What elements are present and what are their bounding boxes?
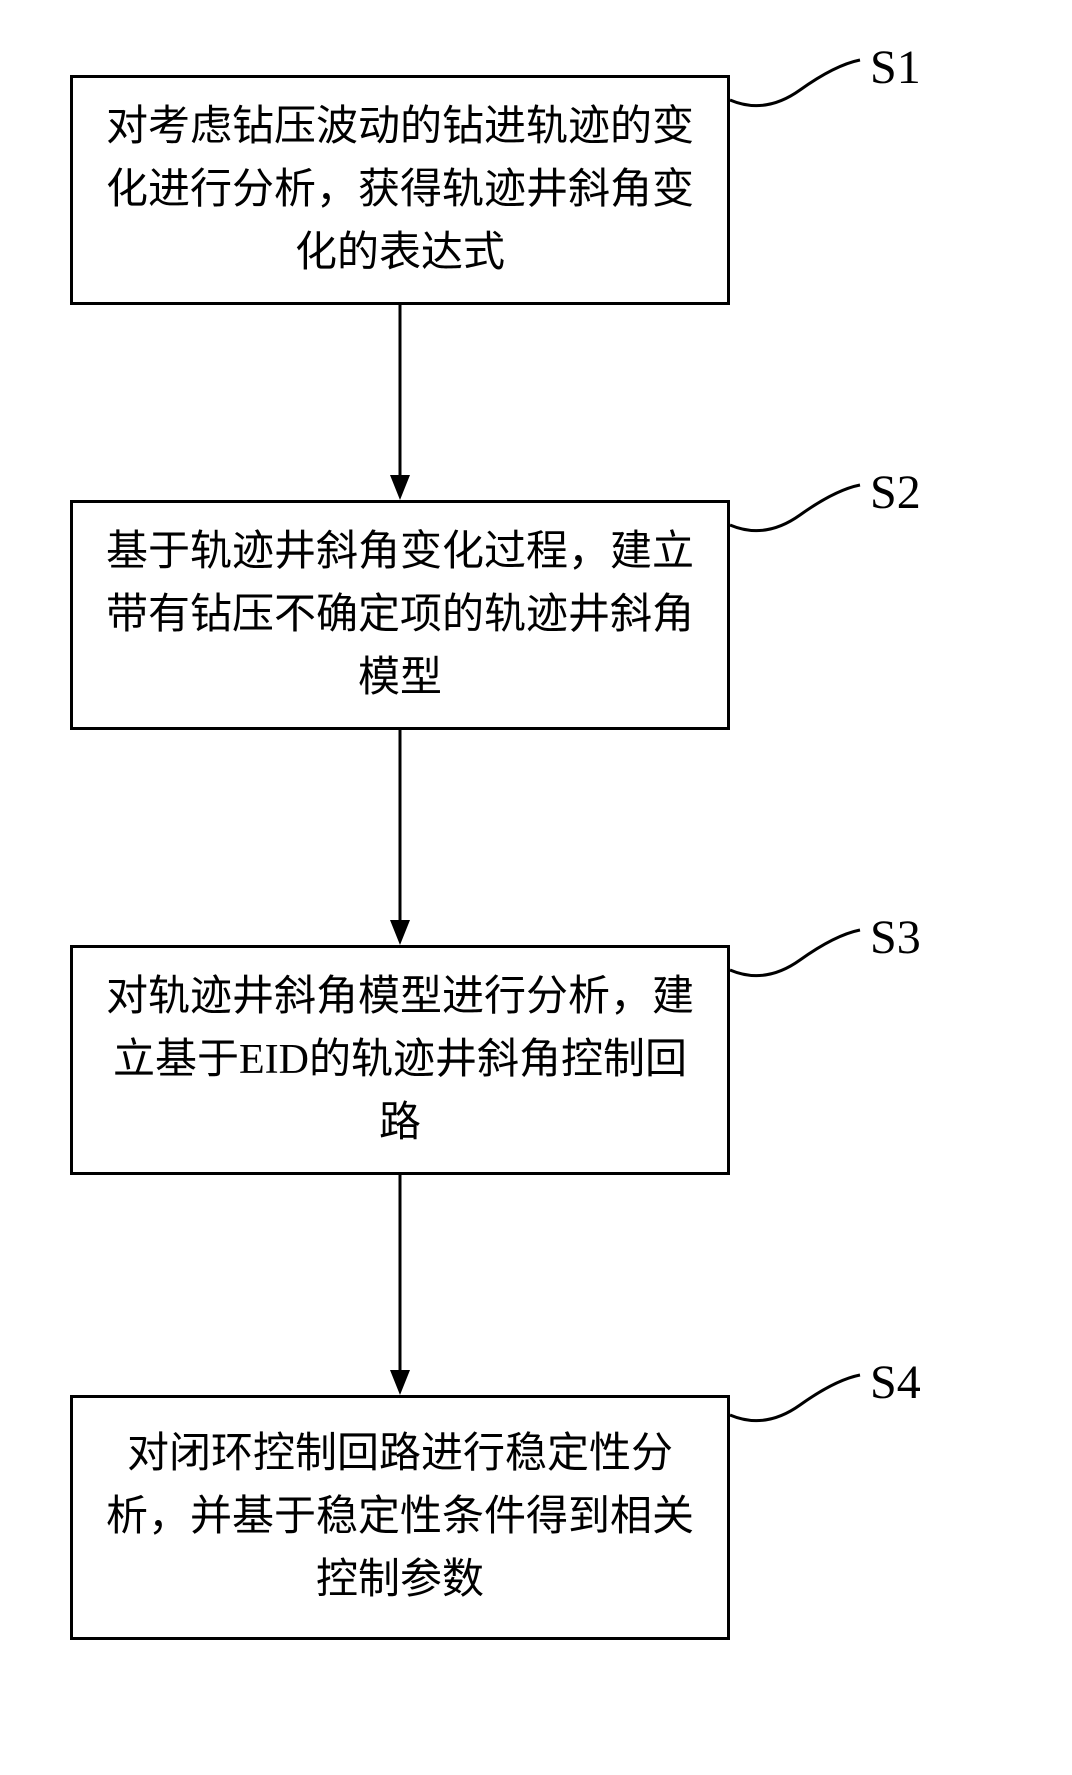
flowchart-container: 对考虑钻压波动的钻进轨迹的变化进行分析，获得轨迹井斜角变化的表达式 S1 基于轨…	[0, 0, 1072, 1775]
node-text-s1: 对考虑钻压波动的钻进轨迹的变化进行分析，获得轨迹井斜角变化的表达式	[103, 96, 697, 285]
arrow-s2-s3	[385, 730, 415, 945]
node-label-s4: S4	[870, 1355, 921, 1410]
connector-s3	[730, 920, 870, 1000]
arrow-s1-s2	[385, 305, 415, 500]
flowchart-node-s2: 基于轨迹井斜角变化过程，建立带有钻压不确定项的轨迹井斜角模型	[70, 500, 730, 730]
connector-s1	[730, 50, 870, 130]
node-text-s3: 对轨迹井斜角模型进行分析，建立基于EID的轨迹井斜角控制回路	[103, 966, 697, 1155]
node-text-s2: 基于轨迹井斜角变化过程，建立带有钻压不确定项的轨迹井斜角模型	[103, 521, 697, 710]
flowchart-node-s1: 对考虑钻压波动的钻进轨迹的变化进行分析，获得轨迹井斜角变化的表达式	[70, 75, 730, 305]
connector-s4	[730, 1365, 870, 1445]
arrow-s3-s4	[385, 1175, 415, 1395]
node-text-s4: 对闭环控制回路进行稳定性分析，并基于稳定性条件得到相关控制参数	[103, 1423, 697, 1612]
node-label-s3: S3	[870, 910, 921, 965]
node-label-s1: S1	[870, 40, 921, 95]
flowchart-node-s4: 对闭环控制回路进行稳定性分析，并基于稳定性条件得到相关控制参数	[70, 1395, 730, 1640]
connector-s2	[730, 475, 870, 555]
flowchart-node-s3: 对轨迹井斜角模型进行分析，建立基于EID的轨迹井斜角控制回路	[70, 945, 730, 1175]
node-label-s2: S2	[870, 465, 921, 520]
